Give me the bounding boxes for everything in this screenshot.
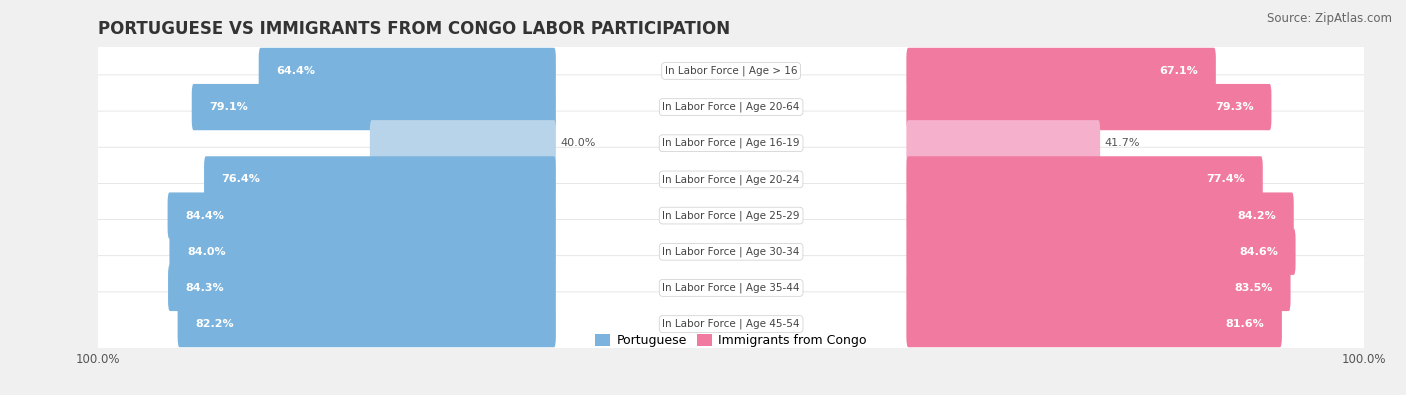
FancyBboxPatch shape [96,111,1367,175]
Text: 84.2%: 84.2% [1237,211,1277,220]
FancyBboxPatch shape [370,120,555,166]
FancyBboxPatch shape [96,220,1367,284]
Text: 41.7%: 41.7% [1105,138,1140,148]
Text: 83.5%: 83.5% [1234,283,1272,293]
Text: PORTUGUESE VS IMMIGRANTS FROM CONGO LABOR PARTICIPATION: PORTUGUESE VS IMMIGRANTS FROM CONGO LABO… [98,19,731,38]
FancyBboxPatch shape [169,265,555,311]
FancyBboxPatch shape [167,192,555,239]
FancyBboxPatch shape [191,84,555,130]
Text: In Labor Force | Age 45-54: In Labor Force | Age 45-54 [662,319,800,329]
FancyBboxPatch shape [907,48,1216,94]
Text: In Labor Force | Age 25-29: In Labor Force | Age 25-29 [662,210,800,221]
FancyBboxPatch shape [907,120,1099,166]
FancyBboxPatch shape [96,292,1367,356]
Legend: Portuguese, Immigrants from Congo: Portuguese, Immigrants from Congo [595,334,868,347]
FancyBboxPatch shape [907,229,1295,275]
Text: In Labor Force | Age > 16: In Labor Force | Age > 16 [665,66,797,76]
Text: 79.1%: 79.1% [209,102,249,112]
FancyBboxPatch shape [259,48,555,94]
FancyBboxPatch shape [96,183,1367,248]
Text: In Labor Force | Age 35-44: In Labor Force | Age 35-44 [662,283,800,293]
Text: 81.6%: 81.6% [1226,319,1264,329]
Text: 84.6%: 84.6% [1239,247,1278,257]
Text: 40.0%: 40.0% [560,138,596,148]
Text: 76.4%: 76.4% [222,175,260,184]
FancyBboxPatch shape [907,84,1271,130]
FancyBboxPatch shape [907,192,1294,239]
Text: 67.1%: 67.1% [1160,66,1198,76]
FancyBboxPatch shape [96,256,1367,320]
FancyBboxPatch shape [907,265,1291,311]
FancyBboxPatch shape [907,301,1282,347]
Text: In Labor Force | Age 20-24: In Labor Force | Age 20-24 [662,174,800,185]
Text: Source: ZipAtlas.com: Source: ZipAtlas.com [1267,12,1392,25]
Text: 79.3%: 79.3% [1215,102,1254,112]
FancyBboxPatch shape [96,75,1367,139]
FancyBboxPatch shape [204,156,555,203]
Text: In Labor Force | Age 16-19: In Labor Force | Age 16-19 [662,138,800,149]
FancyBboxPatch shape [96,147,1367,212]
FancyBboxPatch shape [169,229,555,275]
Text: 84.4%: 84.4% [186,211,224,220]
Text: 84.0%: 84.0% [187,247,226,257]
FancyBboxPatch shape [177,301,555,347]
FancyBboxPatch shape [96,39,1367,103]
Text: 82.2%: 82.2% [195,319,233,329]
Text: In Labor Force | Age 30-34: In Labor Force | Age 30-34 [662,246,800,257]
Text: 64.4%: 64.4% [277,66,315,76]
Text: In Labor Force | Age 20-64: In Labor Force | Age 20-64 [662,102,800,112]
Text: 77.4%: 77.4% [1206,175,1246,184]
FancyBboxPatch shape [907,156,1263,203]
Text: 84.3%: 84.3% [186,283,225,293]
